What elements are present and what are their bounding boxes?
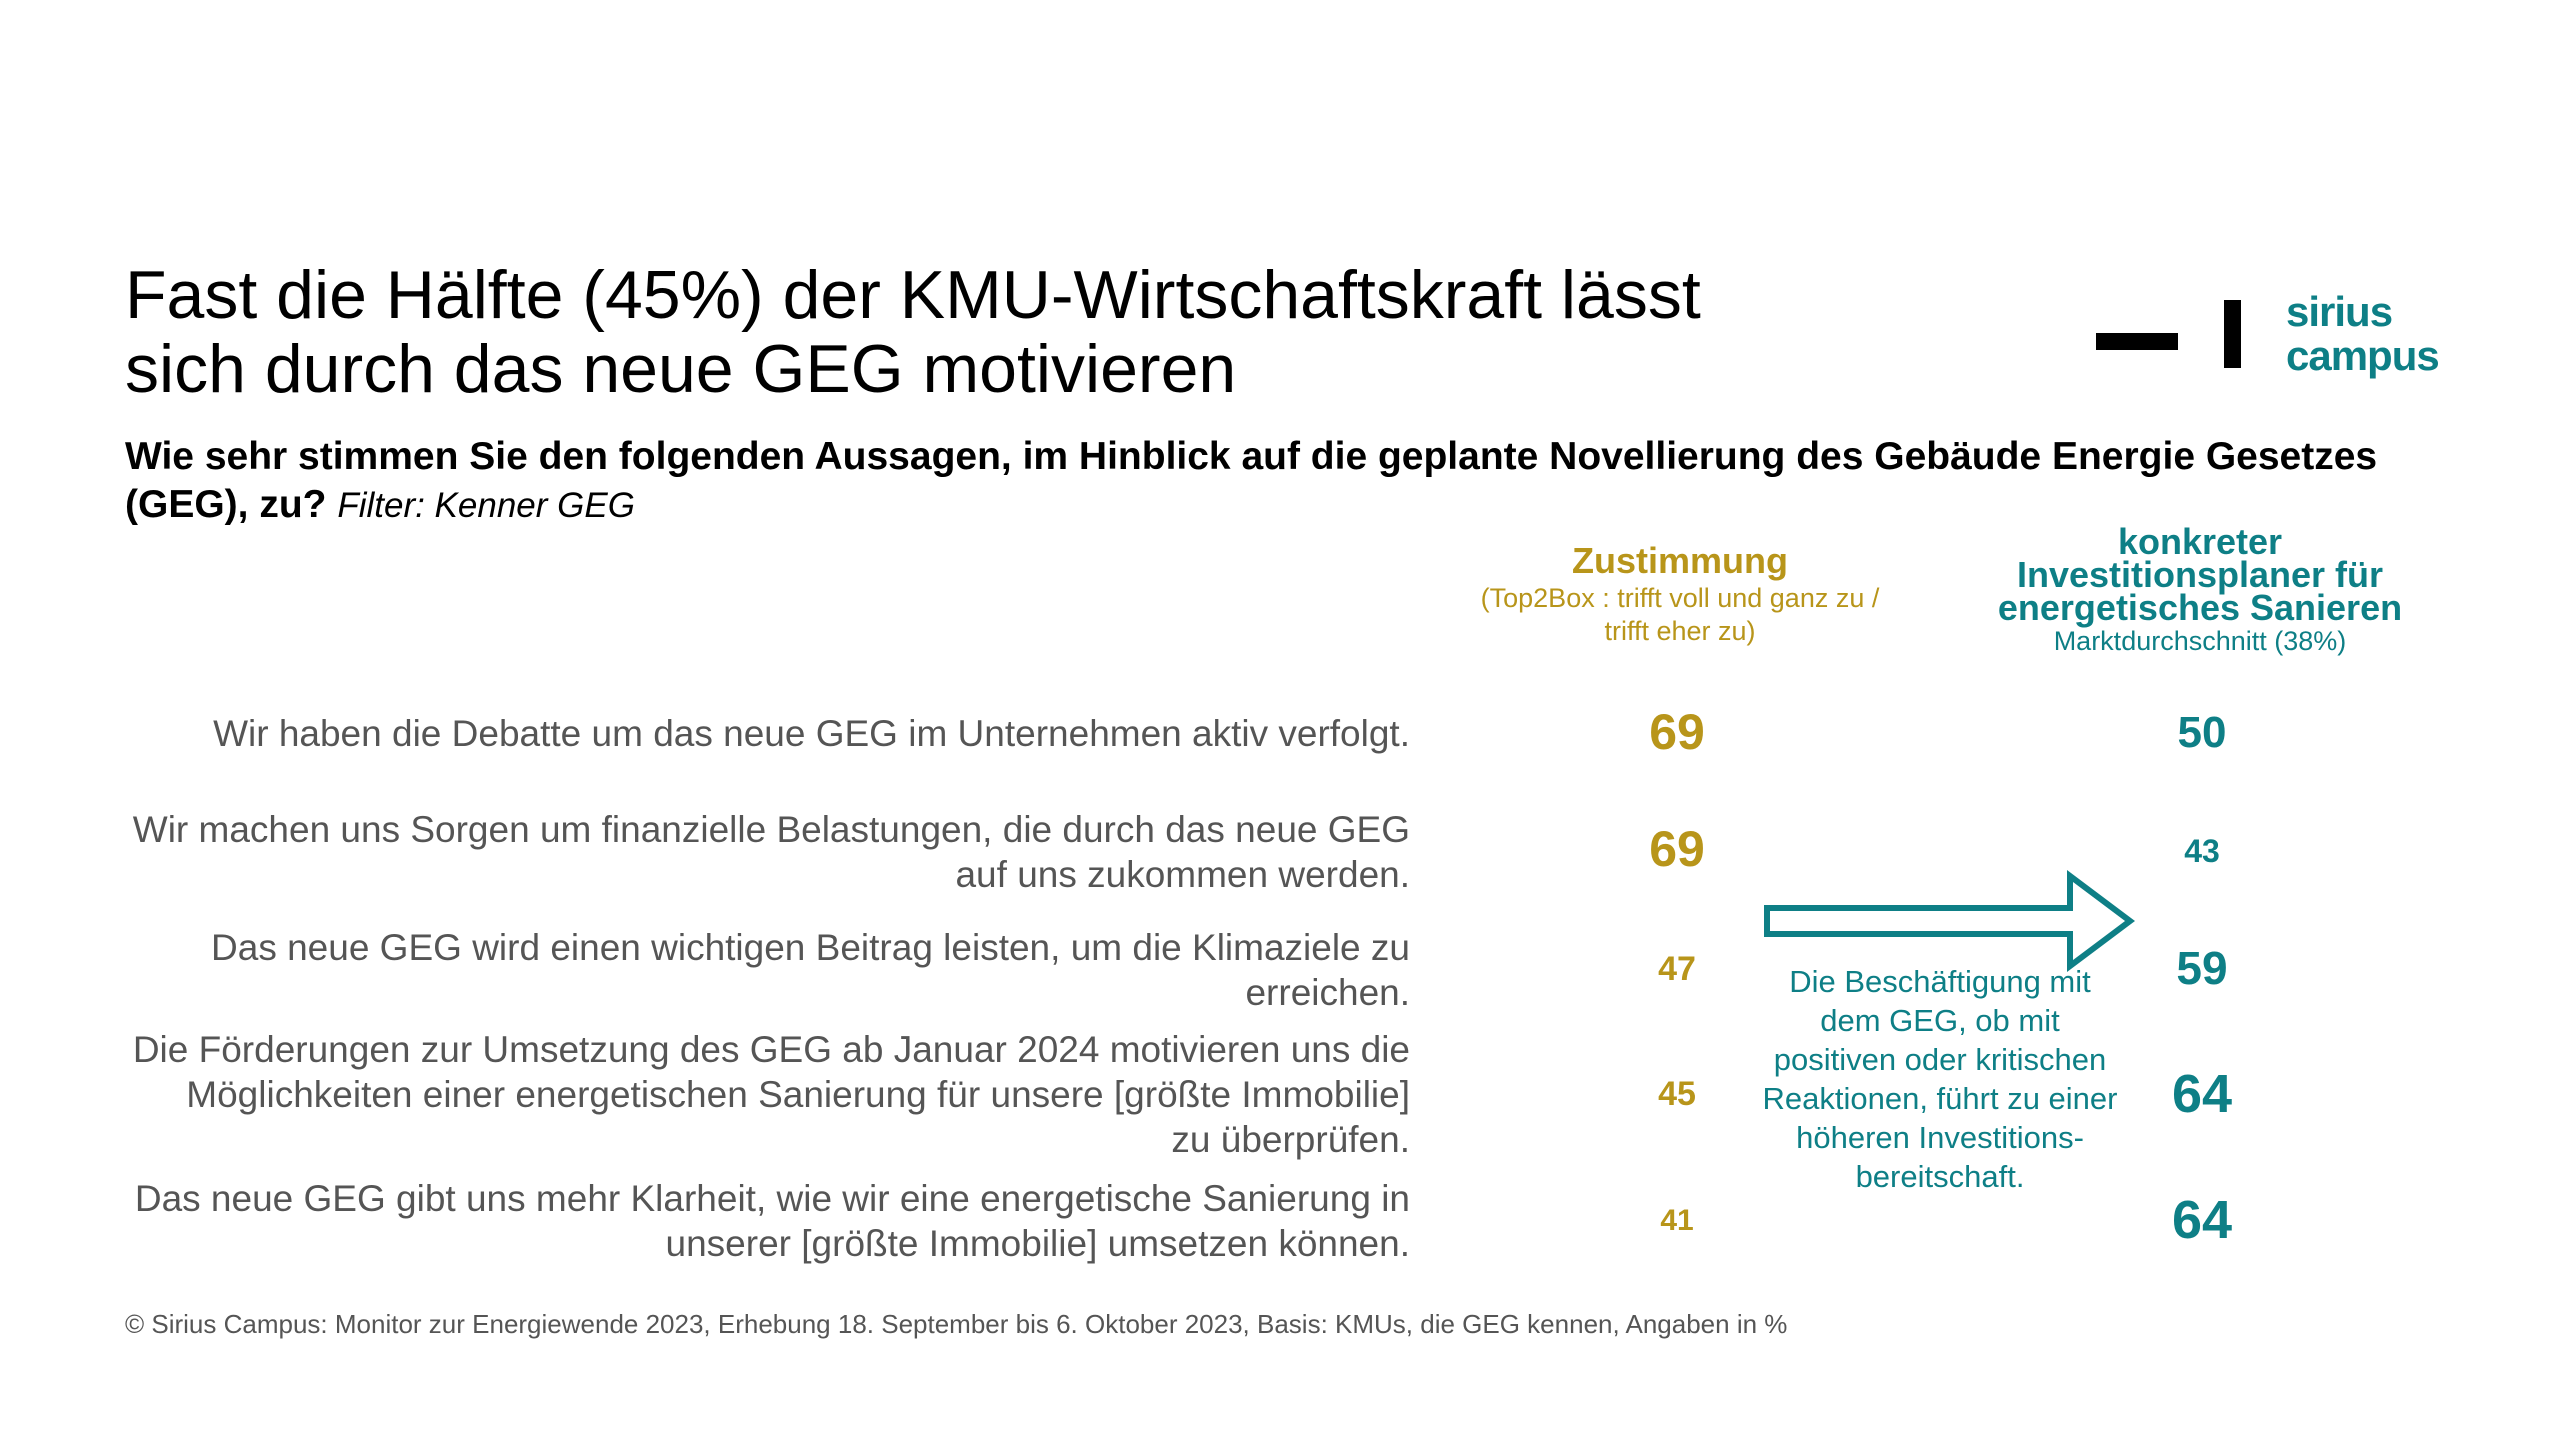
note-line-4: Reaktionen, führt zu einer (1762, 1081, 2118, 1116)
investition-value-4: 64 (2171, 1064, 2233, 1124)
investition-value-1: 50 (2177, 708, 2227, 757)
statement-4-line-1: Die Förderungen zur Umsetzung des GEG ab… (132, 1029, 1410, 1070)
sirius-campus-logo: sirius campus (2096, 290, 2456, 390)
logo-word-sirius: sirius (2286, 288, 2393, 335)
note-line-5: höheren Investitions- (1796, 1120, 2084, 1155)
statement-2-line-1: Wir machen uns Sorgen um finanzielle Bel… (132, 809, 1410, 850)
zustimmung-heading: Zustimmung (1572, 540, 1788, 581)
zustimmung-value-1: 69 (1649, 704, 1705, 760)
statement-5: Das neue GEG gibt uns mehr Klarheit, wie… (120, 1176, 1410, 1266)
logo-bar-mark (2224, 300, 2241, 368)
investition-value-2: 43 (2184, 833, 2220, 869)
conclusion-note: Die Beschäftigung mit dem GEG, ob mit po… (1740, 962, 2140, 1196)
zustimmung-sub-2: trifft eher zu) (1604, 616, 1756, 646)
zustimmung-sub-1: (Top2Box : trifft voll und ganz zu / (1480, 583, 1880, 613)
investition-heading-3: energetisches Sanieren (1997, 587, 2403, 628)
investition-heading-1: konkreter (2117, 521, 2283, 562)
column-header-zustimmung: Zustimmung (Top2Box : trifft voll und ga… (1440, 540, 1920, 648)
statement-1: Wir haben die Debatte um das neue GEG im… (120, 711, 1410, 756)
title-line-2: sich durch das neue GEG motivieren (125, 331, 1237, 407)
question-filter: Filter: Kenner GEG (337, 486, 635, 525)
source-footnote: © Sirius Campus: Monitor zur Energiewend… (125, 1309, 1788, 1339)
logo-dash-mark (2096, 333, 2178, 350)
statement-2-line-2: auf uns zukommen werden. (955, 854, 1410, 895)
logo-word-campus: campus (2286, 332, 2440, 379)
statement-3-line-1: Das neue GEG wird einen wichtigen Beitra… (211, 927, 1410, 968)
statement-3-line-2: erreichen. (1245, 972, 1410, 1013)
note-line-3: positiven oder kritischen (1773, 1042, 2107, 1077)
investition-value-5: 64 (2171, 1190, 2233, 1250)
investition-value-3: 59 (2176, 942, 2228, 994)
statement-3: Das neue GEG wird einen wichtigen Beitra… (120, 925, 1410, 1015)
statement-4-line-3: zu überprüfen. (1171, 1119, 1410, 1160)
logo-wordmark: sirius campus (2286, 288, 2440, 379)
statement-1-line-1: Wir haben die Debatte um das neue GEG im… (213, 713, 1410, 754)
note-line-6: bereitschaft. (1855, 1159, 2025, 1194)
note-line-1: Die Beschäftigung mit (1789, 964, 2091, 999)
arrow-shape (1764, 870, 2135, 972)
investition-sub: Marktdurchschnitt (38%) (2053, 626, 2347, 656)
column-header-investitionsplaner: konkreter Investitionsplaner für energet… (1965, 521, 2435, 658)
statement-5-line-2: unserer [größte Immobilie] umsetzen könn… (665, 1223, 1410, 1264)
statement-5-line-1: Das neue GEG gibt uns mehr Klarheit, wie… (134, 1178, 1410, 1219)
investition-heading-2: Investitionsplaner für (2016, 554, 2384, 595)
statement-2: Wir machen uns Sorgen um finanzielle Bel… (120, 807, 1410, 897)
note-line-2: dem GEG, ob mit (1820, 1003, 2060, 1038)
zustimmung-value-4: 45 (1658, 1075, 1696, 1113)
statement-4: Die Förderungen zur Umsetzung des GEG ab… (120, 1027, 1410, 1162)
survey-question: Wie sehr stimmen Sie den folgenden Aussa… (125, 433, 2455, 530)
title-line-1: Fast die Hälfte (45%) der KMU-Wirtschaft… (125, 257, 1701, 333)
zustimmung-value-5: 41 (1660, 1204, 1694, 1237)
statement-4-line-2: Möglichkeiten einer energetischen Sanier… (186, 1074, 1410, 1115)
right-arrow-icon (1764, 870, 2135, 972)
zustimmung-value-2: 69 (1649, 821, 1705, 877)
question-text: Wie sehr stimmen Sie den folgenden Aussa… (125, 435, 2378, 526)
zustimmung-value-3: 47 (1658, 950, 1696, 988)
slide-title: Fast die Hälfte (45%) der KMU-Wirtschaft… (125, 258, 1825, 406)
